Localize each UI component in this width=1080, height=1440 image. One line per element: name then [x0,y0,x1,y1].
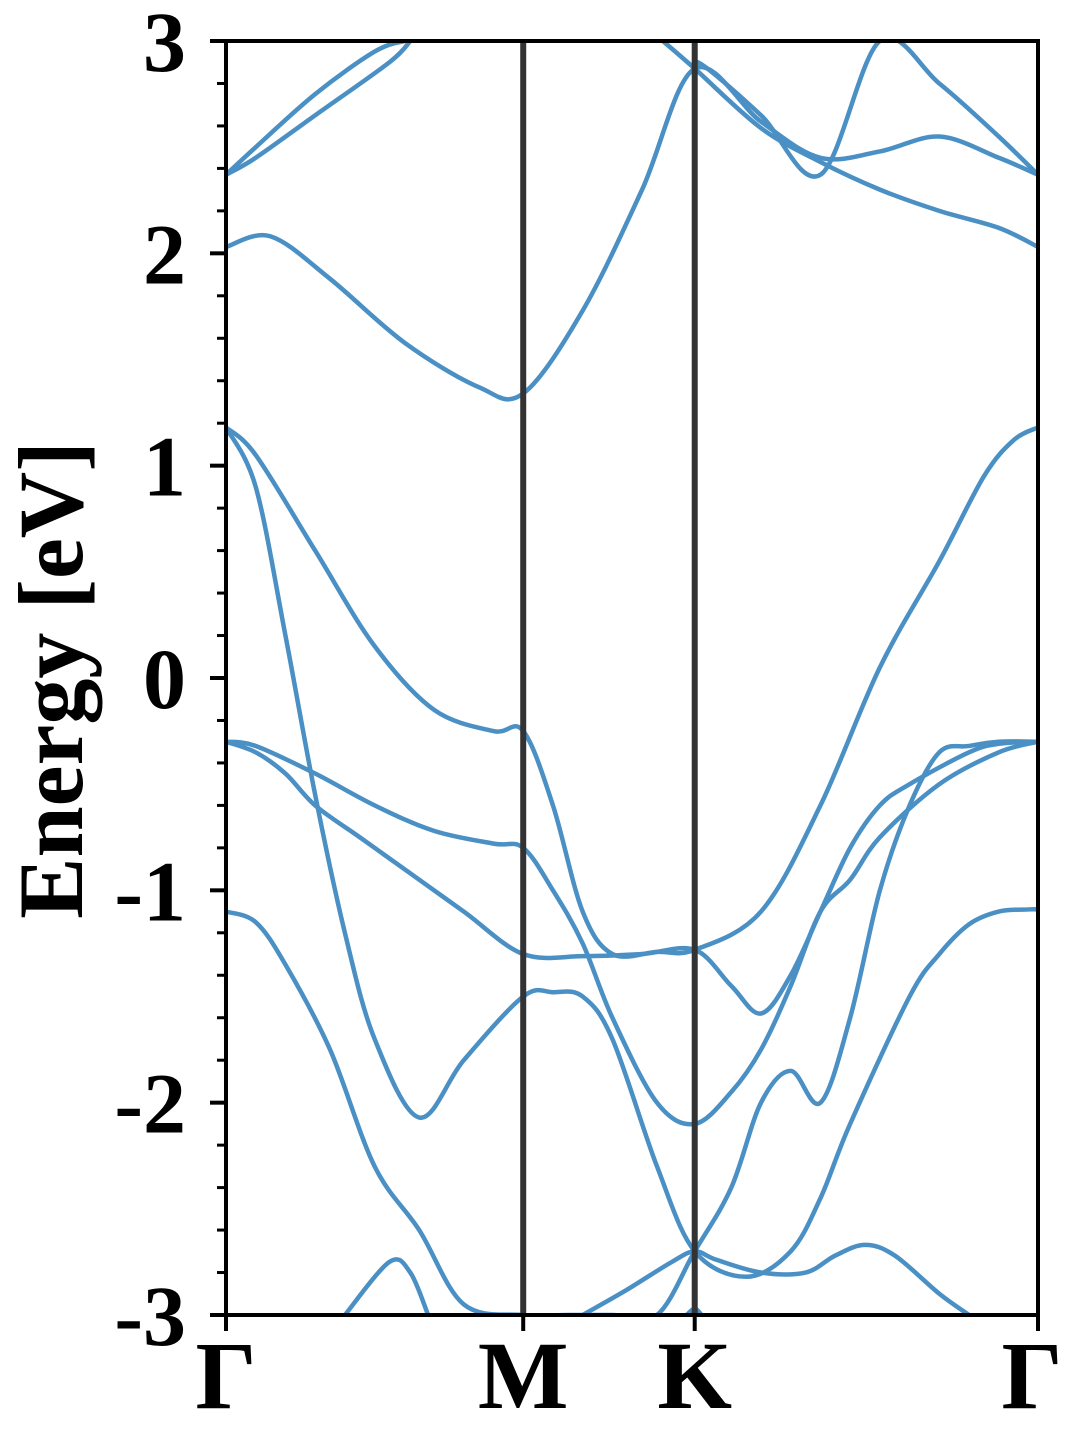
band-line-5 [690,41,1038,179]
y-axis-label: Energy [eV] [0,441,102,919]
x-tick-label: Γ [195,1322,256,1429]
y-tick-label: -1 [114,843,186,939]
band-line-11 [342,1257,431,1315]
x-tick-label: Γ [1001,1322,1062,1429]
plot-frame [224,39,1040,1317]
y-tick-label: 0 [143,631,186,727]
y-tick-label: 1 [143,419,186,515]
high-symmetry-lines-group [520,41,698,1315]
band-line-6 [226,425,1038,959]
band-line-12 [580,1242,972,1315]
band-line-4 [660,41,1038,250]
x-tick-label: M [478,1322,569,1429]
y-tick-label: -3 [114,1268,186,1364]
band-line-1 [226,41,407,178]
y-tick-label: 2 [143,206,186,302]
band-line-7 [226,425,1038,1280]
y-ticks-group: 3 2 1 0 -1 -2 -3 [114,0,226,1364]
band-line-3 [226,64,1038,402]
band-line-8 [226,739,1038,1127]
band-lines-group [226,41,1038,1315]
y-tick-label: 3 [143,0,186,90]
y-tick-label: -2 [114,1056,186,1152]
x-tick-label: K [657,1322,732,1429]
band-line-2 [226,41,413,178]
band-line-9 [226,739,1038,1016]
